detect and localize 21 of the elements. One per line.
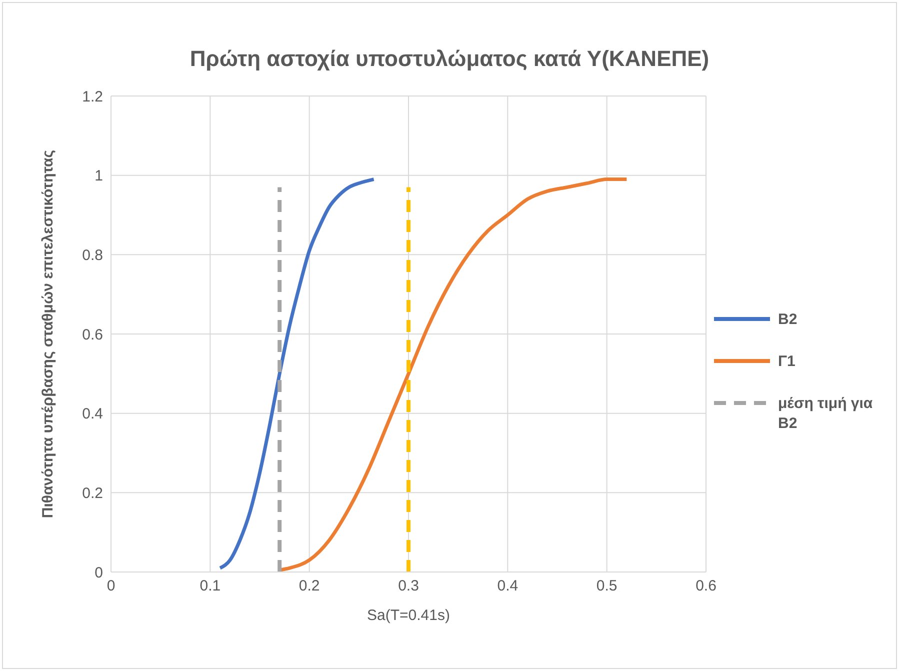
legend-label: μέση τιμή για B2 xyxy=(778,394,874,434)
x-tick-label: 0.5 xyxy=(596,578,618,595)
x-tick-label: 0.3 xyxy=(398,578,419,595)
x-tick-label: 0.2 xyxy=(298,578,320,595)
x-axis-title: Sa(T=0.41s) xyxy=(367,607,450,624)
chart-title: Πρώτη αστοχία υποστυλώματος κατά Υ(ΚΑΝΕΠΕ) xyxy=(188,46,710,72)
legend-label: B2 xyxy=(778,310,798,330)
y-tick-label: 0 xyxy=(94,564,103,582)
x-tick-label: 0 xyxy=(106,578,116,595)
x-tick-label: 0.6 xyxy=(696,578,716,595)
y-tick-label: 0.4 xyxy=(82,406,103,423)
y-tick-label: 1.2 xyxy=(82,88,103,106)
line-series xyxy=(218,178,376,570)
y-tick-label: 0.6 xyxy=(82,326,103,344)
y-tick-label: 0.2 xyxy=(82,484,103,502)
y-tick-label: 1 xyxy=(94,168,103,185)
x-tick-label: 0.4 xyxy=(497,578,518,595)
x-tick-label: 0.1 xyxy=(200,578,221,595)
y-tick-label: 0.8 xyxy=(82,246,103,264)
legend-label: Γ1 xyxy=(778,352,796,372)
y-axis-title: Πιθανότητα υπέρβασης σταθμών επιτελεστικότητας xyxy=(39,150,56,518)
